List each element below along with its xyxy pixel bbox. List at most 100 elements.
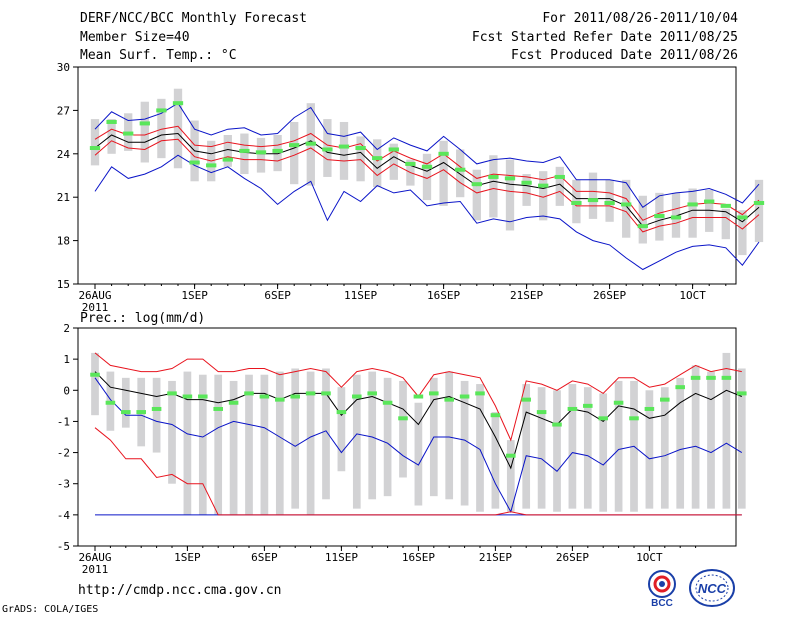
precip-spread-bar	[291, 368, 300, 509]
temp-observed-marker	[289, 143, 300, 148]
precip-spread-bar	[476, 384, 484, 512]
temp-ensemble-mean-line	[94, 132, 760, 227]
precip-observed-marker	[90, 372, 100, 377]
temp-spread-bar	[290, 121, 299, 185]
precip-xtick-label: 6SEP	[251, 551, 278, 564]
precip-max-line	[94, 377, 743, 514]
temp-observed-marker	[156, 108, 167, 113]
temp-observed-marker	[538, 183, 549, 188]
source-url[interactable]: http://cmdp.ncc.cma.gov.cn	[78, 583, 282, 598]
temp-observed-marker	[521, 180, 532, 185]
precip-xtick-label: 26SEP	[556, 551, 589, 564]
temp-xtick-label: 26AUG	[78, 289, 111, 302]
temp-min-line	[94, 154, 760, 271]
temp-ytick-label: 27	[57, 104, 70, 117]
temp-spread-bar	[489, 155, 498, 218]
temp-observed-marker	[438, 151, 449, 156]
precip-observed-marker	[213, 406, 223, 411]
temp-spread-bar	[671, 192, 681, 238]
precip-spread-bar	[399, 380, 407, 478]
temp-ytick-label: 15	[57, 278, 70, 291]
temp-observed-marker	[654, 214, 665, 219]
temp-spread-bar	[439, 140, 448, 206]
precip-observed-marker	[321, 391, 331, 396]
temp-spread-bar	[622, 179, 631, 238]
precip-observed-marker	[167, 391, 177, 396]
precip-xtick-label: 21SEP	[479, 551, 512, 564]
precip-observed-marker	[259, 394, 270, 399]
forecast-period: For 2011/08/26-2011/10/04	[542, 11, 738, 26]
precip-spread-bar	[306, 371, 315, 515]
temp-xtick-label: 6SEP	[264, 289, 291, 302]
ncc-logo-inner	[695, 574, 729, 602]
temp-observed-marker	[89, 146, 101, 151]
precip-observed-marker	[567, 406, 578, 411]
temp-observed-marker	[405, 161, 416, 166]
precip-ytick-label: -5	[57, 540, 70, 553]
precip-spread-bar	[491, 412, 500, 509]
precip-observed-marker	[737, 391, 747, 396]
precip-spread-bar	[229, 380, 238, 515]
precip-observed-marker	[475, 391, 485, 396]
temp-observed-marker	[255, 150, 267, 155]
temp-spread-bar	[356, 136, 365, 182]
precip-observed-marker	[198, 394, 208, 399]
precip-spread-bar	[568, 384, 577, 509]
temp-observed-marker	[206, 163, 217, 168]
precip-spread-bar	[245, 374, 253, 515]
precip-label: Prec.: log(mm/d)	[80, 311, 206, 326]
precip-observed-marker	[244, 391, 254, 396]
variable-label: Mean Surf. Temp.: °C	[80, 48, 237, 63]
precip-spread-bar	[383, 377, 392, 497]
precip-spread-bar	[91, 352, 99, 416]
temp-spread-bar	[223, 134, 232, 167]
temp-observed-marker	[189, 160, 200, 165]
temp-spread-bar	[422, 153, 432, 201]
precip-spread-bar	[722, 352, 731, 509]
temp-spread-bar	[373, 139, 382, 188]
precip-spread-bar	[676, 377, 685, 509]
temp-observed-marker	[172, 101, 184, 106]
forecast-produced-date: Fcst Produced Date 2011/08/26	[511, 48, 738, 63]
temp-observed-marker	[222, 157, 233, 162]
precip-spread-bar	[445, 371, 454, 500]
precip-observed-marker	[706, 375, 716, 380]
precip-observed-marker	[644, 406, 655, 411]
temp-observed-marker	[355, 146, 366, 151]
precip-spread-bar	[506, 440, 515, 512]
precip-ytick-label: -4	[57, 509, 71, 522]
precip-spread-bar	[537, 387, 546, 509]
precip-observed-marker	[398, 416, 408, 421]
temp-spread-bar	[273, 134, 282, 172]
temp-ytick-label: 21	[57, 191, 70, 204]
temp-plus-std-line	[94, 125, 760, 221]
precip-observed-marker	[429, 391, 439, 396]
precip-xtick-label: 16SEP	[402, 551, 435, 564]
temp-spread-bar	[256, 137, 266, 173]
temp-xtick-label: 1SEP	[181, 289, 208, 302]
temp-spread-bar	[157, 98, 166, 159]
temp-spread-bar	[721, 208, 730, 240]
precip-observed-marker	[182, 394, 193, 399]
temp-spread-bar	[339, 121, 349, 180]
precip-spread-bar	[337, 387, 346, 472]
precip-spread-bar	[260, 374, 269, 515]
precip-observed-marker	[598, 416, 608, 421]
precip-spread-bar	[121, 377, 130, 428]
temp-spread-bar	[140, 101, 149, 163]
precip-spread-bar	[183, 371, 192, 515]
precip-spread-bar	[214, 374, 223, 515]
precip-spread-bar	[691, 365, 700, 509]
temp-spread-bar	[555, 166, 564, 206]
precip-observed-marker	[490, 413, 501, 418]
temp-observed-marker	[554, 174, 565, 179]
ncc-logo: NCC	[689, 569, 735, 607]
precip-observed-marker	[552, 422, 562, 427]
precip-ytick-label: -2	[57, 447, 70, 460]
temp-observed-marker	[322, 147, 333, 152]
precip-observed-marker	[583, 403, 593, 408]
temp-minus-std-line	[94, 138, 760, 233]
temp-observed-marker	[687, 202, 698, 207]
temp-frame	[77, 66, 737, 285]
